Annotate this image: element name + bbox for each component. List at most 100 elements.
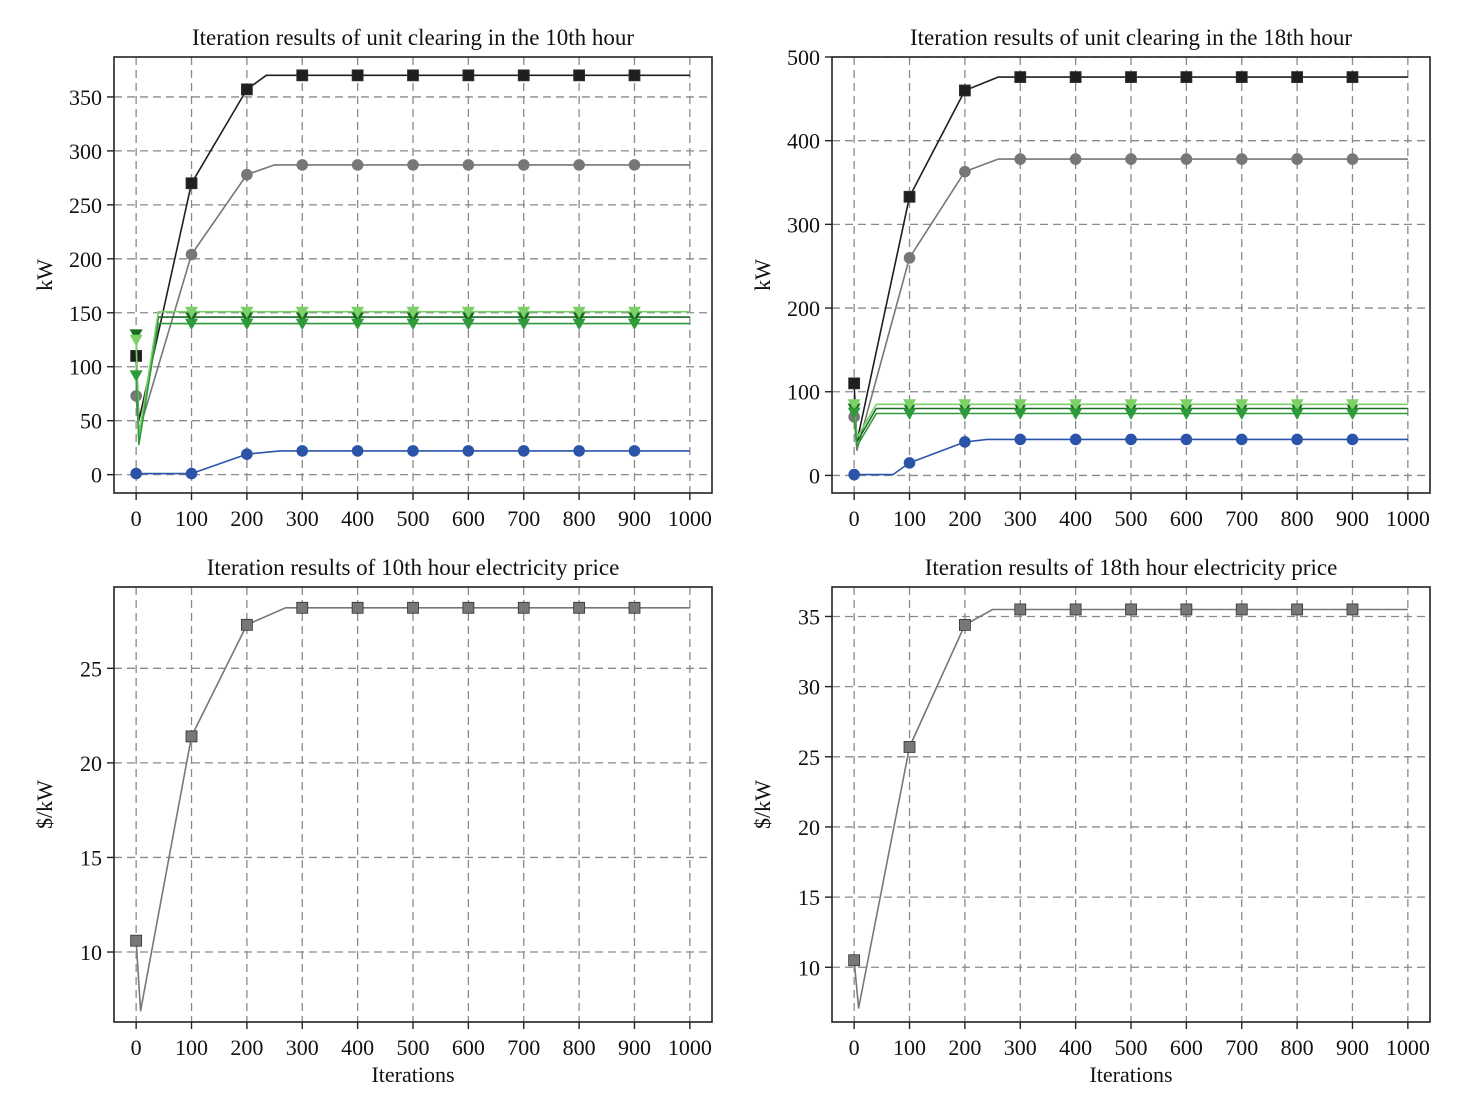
series-5: [129, 318, 690, 446]
data-point: [1013, 399, 1027, 411]
y-axis-label: kW: [32, 259, 57, 291]
series-1: [130, 69, 690, 422]
data-point: [572, 306, 586, 319]
data-point: [517, 601, 530, 614]
y-tick-label: 300: [787, 212, 820, 237]
x-tick-label: 900: [1336, 506, 1369, 531]
data-point: [572, 318, 586, 331]
x-tick-label: 900: [618, 506, 651, 531]
data-point: [185, 467, 198, 480]
data-point: [240, 83, 253, 96]
x-tick-label: 200: [948, 1035, 981, 1060]
data-point: [130, 934, 143, 947]
data-point: [1180, 433, 1193, 446]
x-tick-label: 800: [1281, 506, 1314, 531]
data-point: [1290, 408, 1304, 420]
x-tick-label: 0: [131, 506, 142, 531]
series-5: [847, 407, 1408, 447]
data-point: [1069, 433, 1082, 446]
data-point: [407, 69, 419, 82]
data-point: [1180, 603, 1193, 616]
data-point: [1125, 603, 1137, 616]
data-point: [185, 306, 199, 319]
series-4: [847, 399, 1408, 439]
y-tick-label: 20: [80, 751, 102, 776]
x-tick-label: 700: [507, 1035, 540, 1060]
series-4: [129, 306, 690, 438]
chart-panel-1: 0 100 200 300 400 500 600 700 800 900 1000 0 50 100 15…: [32, 25, 713, 531]
data-point: [959, 165, 971, 178]
x-tick-label: 700: [1225, 1035, 1258, 1060]
data-point: [958, 618, 971, 631]
x-tick-label: 100: [175, 1035, 208, 1060]
x-tick-label: 400: [341, 506, 374, 531]
series-1: [848, 603, 1408, 1009]
x-tick-label: 500: [1115, 1035, 1148, 1060]
chart-panel-2: 0 100 200 300 400 500 600 700 800 900 1000 0 100 200 3…: [750, 25, 1431, 531]
data-point: [1014, 153, 1027, 165]
data-point: [1124, 399, 1138, 411]
data-point: [627, 318, 641, 331]
data-point: [1180, 153, 1193, 165]
data-point: [573, 445, 585, 457]
x-tick-label: 1000: [668, 506, 712, 531]
y-tick-label: 15: [80, 845, 102, 870]
data-point: [295, 306, 309, 319]
series-6: [848, 433, 1408, 481]
data-point: [903, 457, 916, 469]
data-point: [296, 445, 309, 457]
data-point: [1069, 399, 1083, 411]
data-point: [847, 399, 861, 411]
data-point: [1069, 603, 1082, 616]
x-tick-label: 300: [286, 506, 319, 531]
data-point: [129, 370, 143, 382]
data-point: [1346, 153, 1359, 165]
data-point: [1345, 408, 1359, 420]
data-point: [406, 318, 420, 331]
x-axis-label: Iterations: [371, 1062, 454, 1087]
data-point: [462, 445, 475, 457]
x-axis-label: Iterations: [1089, 1062, 1172, 1087]
data-point: [407, 159, 419, 171]
x-tick-label: 500: [397, 1035, 430, 1060]
data-point: [351, 601, 364, 614]
y-tick-label: 10: [80, 940, 102, 965]
data-point: [903, 408, 917, 420]
x-tick-label: 1000: [668, 1035, 712, 1060]
x-tick-label: 300: [1004, 506, 1037, 531]
x-tick-label: 800: [1281, 1035, 1314, 1060]
data-point: [185, 318, 199, 331]
x-tick-label: 0: [131, 1035, 142, 1060]
y-tick-label: 100: [787, 380, 820, 405]
data-point: [1179, 399, 1193, 411]
x-tick-label: 600: [1170, 1035, 1203, 1060]
x-tick-label: 200: [230, 1035, 263, 1060]
data-point: [1291, 603, 1304, 616]
chart-panel-3: 0 100 200 300 400 500 600 700 800 900 1000 10 15 20 25…: [32, 555, 713, 1087]
x-tick-label: 600: [1170, 506, 1203, 531]
data-point: [1069, 153, 1082, 165]
data-point: [1291, 433, 1303, 446]
data-point: [462, 601, 475, 614]
data-point: [296, 159, 309, 171]
data-point: [517, 318, 531, 331]
data-point: [903, 190, 916, 203]
data-point: [903, 252, 916, 264]
data-point: [295, 318, 309, 331]
data-point: [130, 467, 142, 480]
y-tick-label: 500: [787, 45, 820, 70]
y-tick-label: 350: [69, 85, 102, 110]
data-point: [1125, 71, 1137, 83]
chart-title: Iteration results of 18th hour electrici…: [925, 555, 1338, 580]
y-tick-label: 0: [809, 463, 820, 488]
data-point: [241, 448, 253, 460]
data-point: [1013, 408, 1027, 420]
y-tick-label: 10: [798, 955, 820, 980]
x-tick-label: 300: [286, 1035, 319, 1060]
data-point: [241, 168, 253, 181]
data-point: [129, 334, 143, 347]
data-point: [1345, 399, 1359, 411]
data-point: [1290, 399, 1304, 411]
data-point: [351, 318, 365, 331]
data-point: [296, 601, 309, 614]
